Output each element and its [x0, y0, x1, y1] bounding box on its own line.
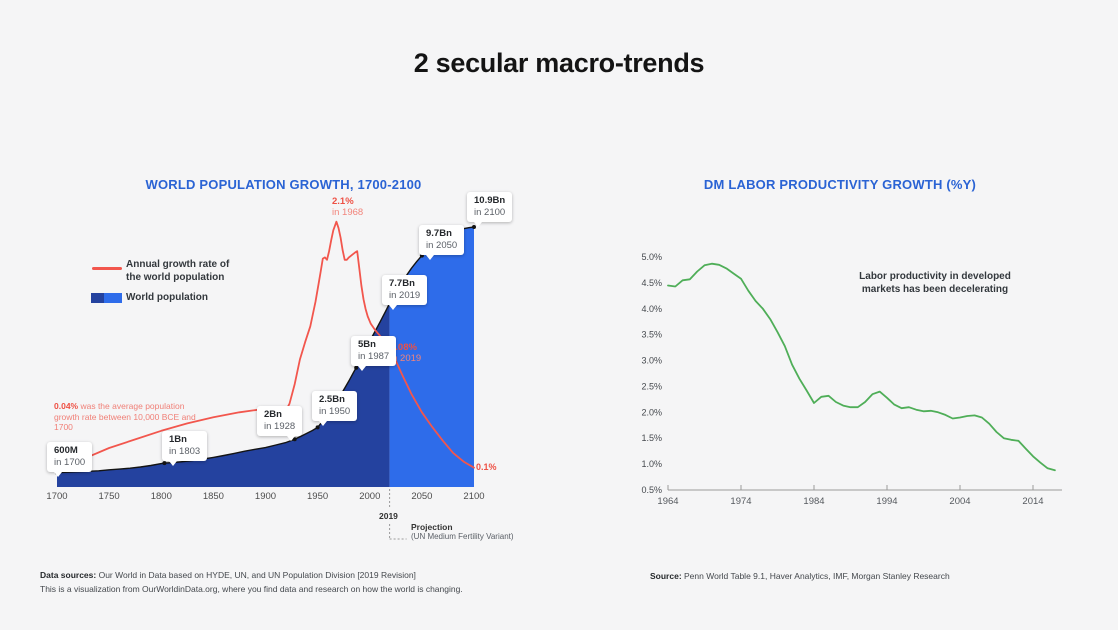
rate-peak-label: 2.1% in 1968	[332, 196, 363, 218]
rate-peak-value: 2.1%	[332, 196, 354, 207]
svg-text:2.0%: 2.0%	[641, 407, 662, 417]
rate-peak-year: in 1968	[332, 207, 364, 218]
legend-population-swatch	[91, 293, 122, 303]
rate-end-label: 0.1%	[476, 462, 497, 472]
svg-text:2014: 2014	[1022, 496, 1043, 507]
svg-text:1800: 1800	[151, 491, 172, 502]
slide-title: 2 secular macro-trends	[413, 48, 705, 78]
svg-text:5.0%: 5.0%	[641, 252, 662, 262]
svg-text:2004: 2004	[949, 496, 970, 507]
avg-growth-note: 0.04% was the average population growth …	[54, 401, 196, 433]
source-text: Penn World Table 9.1, Haver Analytics, I…	[681, 571, 950, 581]
data-callout-2050: 9.7Bn in 2050	[419, 225, 465, 260]
productivity-chart-svg: 1964 1974 1984 1994 2004 2014 5.0% 4.5% 4.0% 3.5%…	[641, 252, 1062, 507]
left-chart-title: WORLD POPULATION GROWTH, 1700-2100	[145, 177, 422, 192]
data-callout-2100: 10.9Bn in 2100	[467, 192, 513, 227]
data-callout-1803: 1Bn in 1803	[162, 431, 208, 466]
projection-subtitle: (UN Medium Fertility Variant)	[411, 532, 514, 541]
svg-text:1974: 1974	[730, 496, 751, 507]
owid-note: This is a visualization from OurWorldinD…	[40, 583, 463, 594]
svg-text:1.0%: 1.0%	[641, 459, 662, 469]
svg-text:4.0%: 4.0%	[641, 304, 662, 314]
projection-year-label: 2019	[379, 511, 398, 521]
callout-pointer	[474, 222, 482, 227]
data-callout-1928: 2Bn in 1928	[257, 406, 303, 441]
productivity-annotation: Labor productivity in developed markets …	[840, 270, 1030, 296]
right-chart-source: Source: Penn World Table 9.1, Haver Anal…	[650, 570, 1090, 584]
svg-text:1984: 1984	[803, 496, 824, 507]
svg-text:2100: 2100	[463, 491, 484, 502]
svg-text:0.5%: 0.5%	[641, 485, 662, 495]
legend-growth-line-swatch	[92, 267, 122, 270]
projection-title: Projection	[411, 522, 453, 532]
avg-growth-note-text: was the average population growth rate b…	[54, 401, 196, 432]
svg-text:1994: 1994	[876, 496, 897, 507]
svg-text:2050: 2050	[411, 491, 432, 502]
rate-2019-label: 1.08% in 2019	[390, 342, 421, 364]
legend-growth-label-line1: Annual growth rate of	[126, 259, 230, 270]
callout-value: 10.9Bn	[474, 195, 506, 206]
svg-text:1750: 1750	[99, 491, 120, 502]
svg-text:1.5%: 1.5%	[641, 433, 662, 443]
svg-text:3.0%: 3.0%	[641, 356, 662, 366]
callout-pointer	[54, 472, 62, 477]
svg-text:1964: 1964	[657, 496, 678, 507]
data-sources-text: Our World in Data based on HYDE, UN, and…	[96, 570, 416, 580]
callout-year: in 2100	[474, 206, 506, 218]
avg-growth-note-value: 0.04%	[54, 401, 79, 411]
callout-year: in 1987	[358, 350, 390, 362]
callout-year: in 1950	[319, 405, 351, 417]
svg-text:1950: 1950	[307, 491, 328, 502]
callout-pointer	[287, 436, 296, 441]
right-chart-title: DM LABOR PRODUCTIVITY GROWTH (%Y)	[703, 177, 977, 192]
callout-value: 9.7Bn	[426, 228, 452, 239]
source-label: Source:	[650, 571, 682, 581]
data-callout-2019: 7.7Bn in 2019	[382, 275, 428, 310]
callout-value: 7.7Bn	[389, 278, 415, 289]
data-callout-1700: 600M in 1700	[47, 442, 93, 477]
callout-year: in 1928	[264, 420, 296, 432]
callout-year: in 2050	[426, 239, 458, 251]
callout-pointer	[426, 255, 434, 260]
callout-value: 5Bn	[358, 339, 376, 350]
data-callout-1987: 5Bn in 1987	[351, 336, 397, 371]
callout-year: in 2019	[389, 289, 421, 301]
svg-text:1900: 1900	[255, 491, 276, 502]
svg-text:1850: 1850	[203, 491, 224, 502]
callout-pointer	[169, 461, 177, 466]
legend-growth-label: Annual growth rate of the world populati…	[126, 258, 229, 284]
data-sources-label: Data sources:	[40, 570, 97, 580]
callout-pointer	[389, 305, 397, 310]
callout-year: in 1803	[169, 445, 201, 457]
svg-text:3.5%: 3.5%	[641, 330, 662, 340]
svg-text:2000: 2000	[359, 491, 380, 502]
callout-value: 600M	[54, 445, 78, 456]
annotation-line2: markets has been decelerating	[861, 284, 1009, 295]
callout-pointer	[319, 421, 327, 426]
legend-population-label: World population	[126, 292, 209, 303]
callout-pointer	[358, 366, 366, 371]
population-chart-svg: 1700 1750 1800 1850 1900 1950 2000 2050 2100	[46, 220, 485, 540]
svg-text:2.5%: 2.5%	[641, 381, 662, 391]
data-callout-1950: 2.5Bn in 1950	[312, 391, 358, 426]
svg-text:1700: 1700	[46, 491, 67, 502]
callout-value: 2Bn	[264, 409, 282, 420]
svg-text:4.5%: 4.5%	[641, 278, 662, 288]
annotation-line1: Labor productivity in developed	[859, 271, 1011, 282]
callout-year: in 1700	[54, 456, 86, 468]
callout-value: 2.5Bn	[319, 394, 345, 405]
callout-value: 1Bn	[169, 434, 187, 445]
left-chart-footer: Data sources: Our World in Data based on…	[40, 569, 600, 596]
rate-2019-year: in 2019	[390, 353, 422, 364]
rate-2019-value: 1.08%	[390, 342, 417, 353]
legend-growth-label-line2: the world population	[126, 272, 225, 283]
